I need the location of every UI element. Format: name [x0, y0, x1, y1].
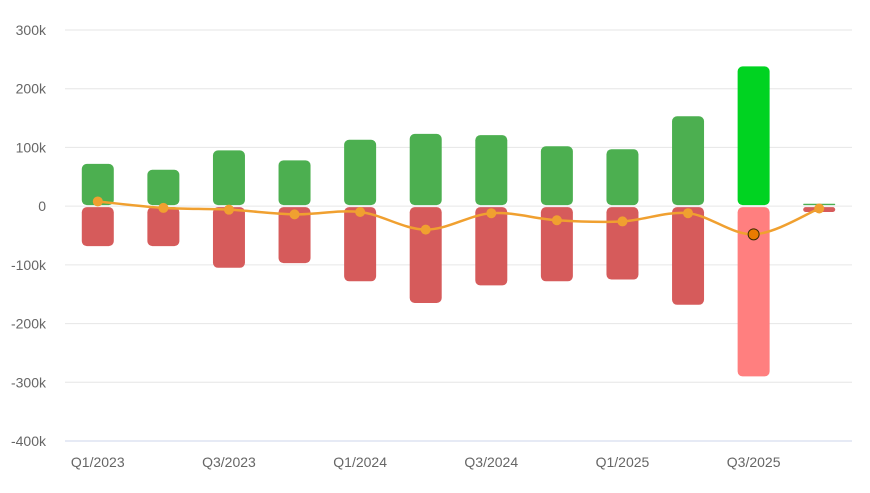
positive-bar[interactable]	[147, 169, 180, 206]
net-line	[92, 196, 825, 241]
y-tick-label: -100k	[11, 257, 47, 273]
net-line-point[interactable]	[420, 224, 431, 235]
net-line-point[interactable]	[355, 207, 366, 218]
y-tick-label: -200k	[11, 316, 47, 332]
positive-bar[interactable]	[81, 163, 114, 206]
y-tick-label: -400k	[11, 433, 47, 449]
positive-bar[interactable]	[212, 150, 245, 206]
negative-bar[interactable]	[606, 207, 639, 280]
net-line-point[interactable]	[223, 204, 234, 215]
bars	[81, 66, 836, 377]
positive-bar[interactable]	[344, 139, 377, 206]
positive-bar[interactable]	[409, 133, 442, 206]
net-line-point[interactable]	[617, 216, 628, 227]
gridlines	[65, 29, 852, 442]
net-line-point[interactable]	[747, 228, 760, 241]
positive-bar[interactable]	[278, 160, 311, 206]
y-tick-label: 100k	[16, 139, 47, 155]
net-line-path	[97, 200, 820, 236]
x-tick-label: Q3/2023	[202, 454, 256, 470]
x-tick-label: Q1/2024	[333, 454, 387, 470]
y-tick-label: -300k	[11, 374, 47, 390]
y-tick-label: 200k	[16, 81, 47, 97]
x-axis-labels: Q1/2023 Q3/2023 Q1/2024 Q3/2024 Q1/2025 Q3/20…	[71, 454, 781, 470]
x-tick-label: Q3/2025	[727, 454, 781, 470]
y-tick-label: 300k	[16, 22, 47, 38]
negative-bar[interactable]	[212, 207, 245, 268]
net-line-point[interactable]	[92, 196, 103, 207]
negative-bar[interactable]	[737, 207, 770, 377]
net-line-point[interactable]	[158, 202, 169, 213]
negative-bar[interactable]	[409, 207, 442, 304]
x-tick-label: Q3/2024	[464, 454, 518, 470]
negative-bar[interactable]	[540, 207, 573, 282]
x-tick-label: Q1/2025	[596, 454, 650, 470]
y-tick-label: 0	[38, 198, 46, 214]
positive-bar[interactable]	[540, 146, 573, 206]
negative-bar[interactable]	[475, 207, 508, 286]
net-line-point[interactable]	[683, 208, 694, 219]
positive-bar[interactable]	[475, 135, 508, 206]
net-line-point[interactable]	[289, 209, 300, 220]
negative-bar[interactable]	[672, 207, 705, 305]
negative-bar[interactable]	[344, 207, 377, 282]
negative-bar[interactable]	[81, 207, 114, 247]
net-line-point[interactable]	[551, 215, 562, 226]
positive-bar[interactable]	[737, 66, 770, 206]
negative-bar[interactable]	[278, 207, 311, 264]
y-axis-labels: 300k 200k 100k 0 -100k -200k -300k -400k	[11, 22, 47, 449]
positive-bar[interactable]	[672, 116, 705, 206]
net-line-point[interactable]	[814, 203, 825, 214]
x-tick-label: Q1/2023	[71, 454, 125, 470]
negative-bar[interactable]	[147, 207, 180, 247]
positive-bar[interactable]	[606, 149, 639, 206]
net-line-point[interactable]	[486, 208, 497, 219]
